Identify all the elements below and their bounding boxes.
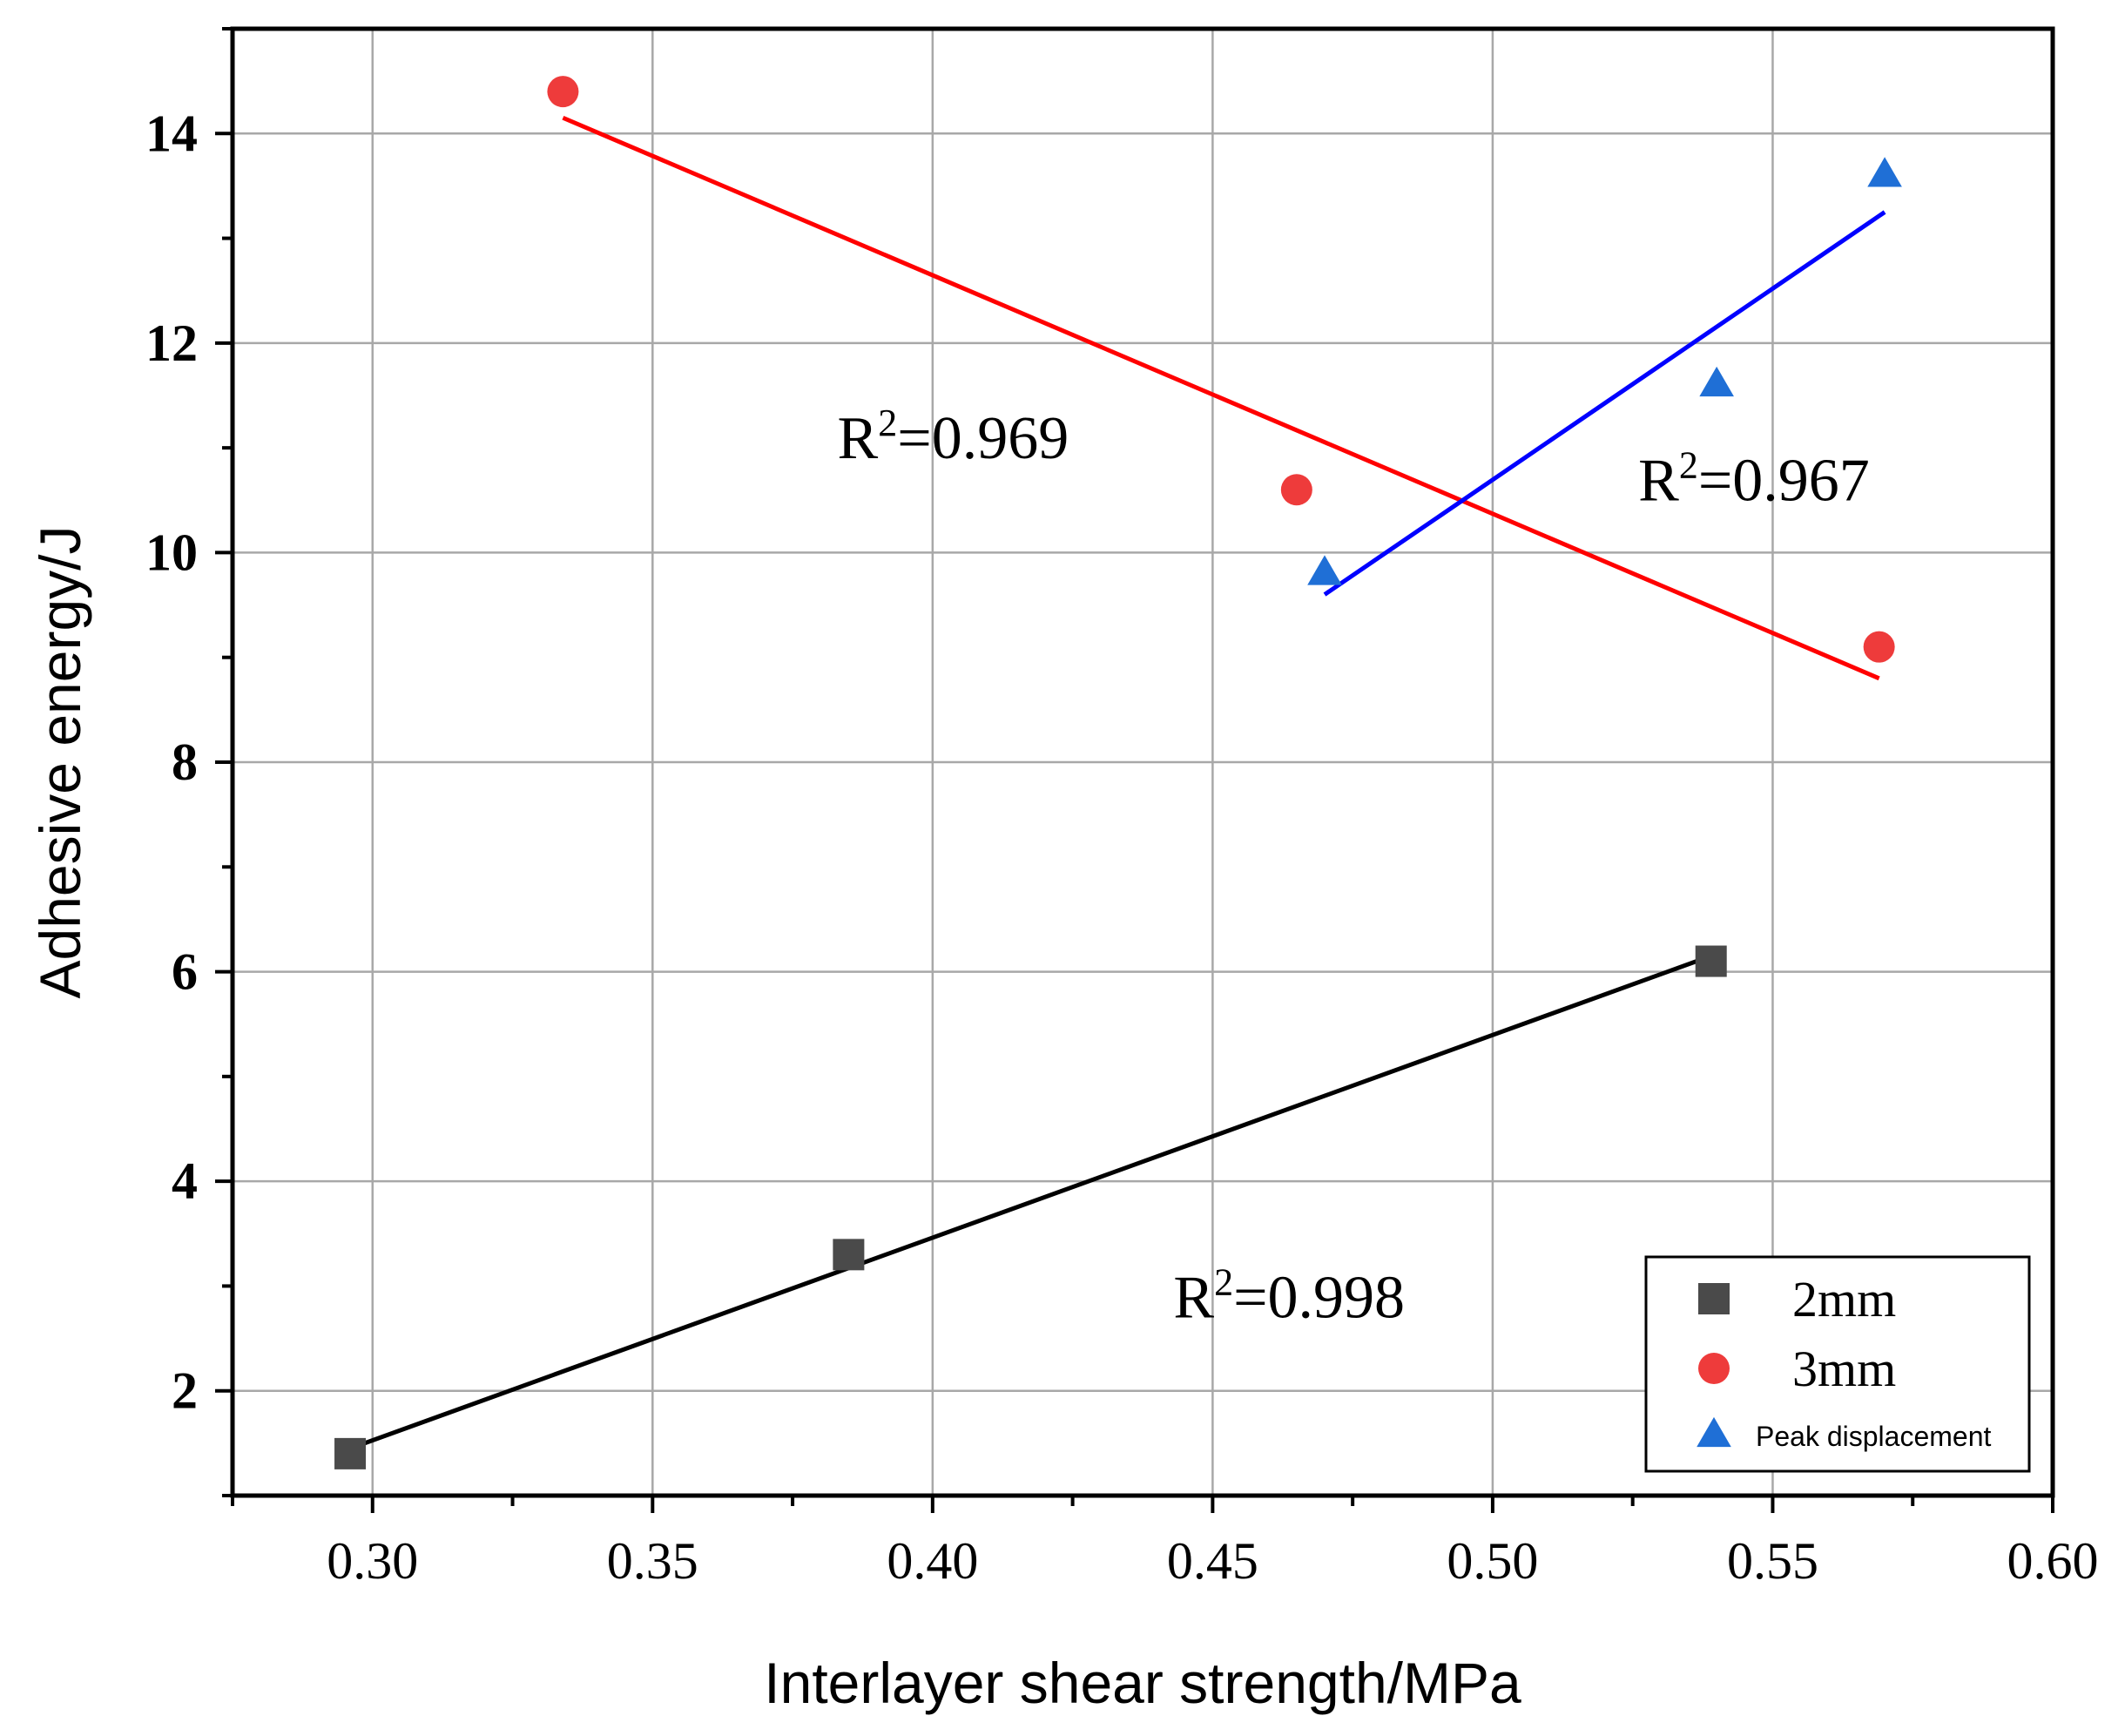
fit-line-2mm — [349, 954, 1712, 1451]
legend-marker-peak-displacement — [1697, 1416, 1731, 1448]
data-point-3mm — [1863, 631, 1895, 663]
legend: 2mm 3mm Peak displacement — [1644, 1255, 2031, 1473]
data-point-peak-displacement — [1867, 157, 1902, 187]
data-point-3mm — [1280, 474, 1312, 506]
grid — [233, 29, 2054, 1496]
data-point-peak-displacement — [1699, 366, 1734, 397]
y-tick-label: 10 — [145, 524, 198, 581]
data-point-2mm — [1695, 945, 1727, 977]
y-tick-label: 8 — [172, 733, 198, 791]
data-point-2mm — [833, 1239, 865, 1271]
legend-label-2mm: 2mm — [1792, 1271, 1896, 1327]
legend-marker-2mm — [1698, 1283, 1730, 1314]
r2-label-2mm: R2=0.998 — [1173, 1261, 1405, 1332]
y-tick-label: 4 — [172, 1152, 198, 1210]
annotations: Interlayer shear strength/MPa Adhesive en… — [28, 402, 1870, 1715]
legend-label-peak-displacement: Peak displacement — [1756, 1421, 1991, 1452]
x-tick-label: 0.60 — [2007, 1532, 2099, 1590]
fit-line-peak-displacement — [1323, 210, 1886, 597]
y-tick-label: 14 — [145, 105, 198, 162]
fit-line-3mm — [562, 115, 1880, 681]
x-tick-label: 0.35 — [607, 1532, 698, 1590]
fit-lines — [349, 115, 1886, 1451]
axis-ticks: 0.30 0.35 0.40 0.45 0.50 0.55 0.60 2 4 6 8 10 12 14 — [145, 27, 2099, 1590]
x-tick-label: 0.55 — [1727, 1532, 1818, 1590]
y-axis-title: Adhesive energy/J — [28, 526, 92, 999]
data-point-peak-displacement — [1307, 555, 1342, 585]
data-points — [334, 76, 1902, 1469]
data-point-2mm — [334, 1437, 367, 1469]
x-tick-label: 0.50 — [1447, 1532, 1538, 1590]
x-tick-label: 0.45 — [1167, 1532, 1258, 1590]
r2-label-3mm: R2=0.969 — [838, 402, 1069, 472]
r2-label-peak-displacement: R2=0.967 — [1638, 443, 1870, 514]
y-tick-label: 6 — [172, 943, 198, 1001]
y-tick-label: 12 — [145, 314, 198, 372]
x-tick-label: 0.40 — [887, 1532, 978, 1590]
y-tick-label: 2 — [172, 1362, 198, 1420]
legend-label-3mm: 3mm — [1792, 1341, 1896, 1397]
x-axis-title: Interlayer shear strength/MPa — [764, 1651, 1521, 1715]
x-tick-label: 0.30 — [327, 1532, 418, 1590]
legend-marker-3mm — [1698, 1353, 1730, 1384]
data-point-3mm — [547, 76, 579, 108]
